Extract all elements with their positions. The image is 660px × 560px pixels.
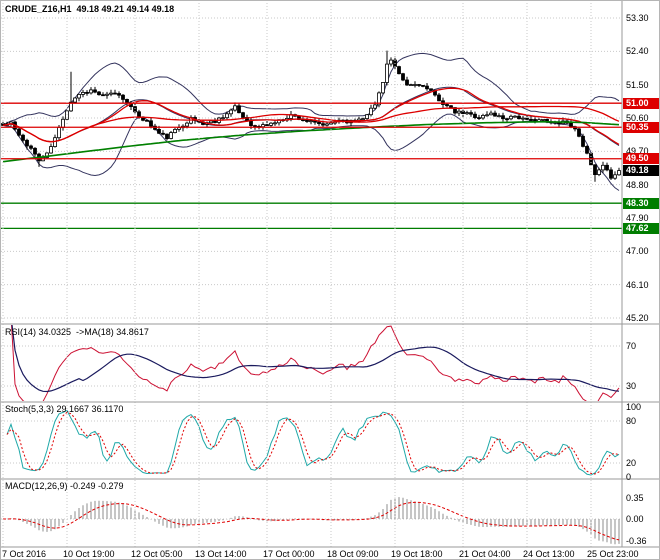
price-level-tag: 48.30 (623, 197, 659, 209)
symbol-ohlc-readout: CRUDE_Z16,H1 49.18 49.21 49.14 49.18 (5, 4, 175, 14)
price-tick: 49.70 (626, 146, 649, 157)
time-tick: 17 Oct 00:00 (263, 549, 315, 559)
time-tick: 19 Oct 18:00 (391, 549, 443, 559)
price-tick: 48.80 (626, 179, 649, 190)
time-tick: 12 Oct 05:00 (131, 549, 183, 559)
price-tick: 30 (626, 381, 637, 391)
price-tick: 45.20 (626, 313, 649, 323)
price-tick: 20 (626, 458, 637, 468)
price-tick: 46.10 (626, 279, 649, 290)
price-tick: 0.00 (626, 514, 644, 524)
time-tick: 24 Oct 13:00 (523, 549, 575, 559)
price-tick: 47.90 (626, 213, 649, 223)
price-tick: -0.36 (626, 535, 647, 546)
price-tick: 0 (626, 472, 632, 482)
time-tick: 18 Oct 09:00 (327, 549, 379, 559)
stoch-indicator-label: Stoch(5,3,3) 29.1667 36.1170 (5, 404, 124, 414)
price-tick: 80 (626, 416, 637, 426)
price-level-tag: 47.62 (623, 222, 659, 234)
price-level-tag: 51.00 (623, 97, 659, 109)
time-tick: 10 Oct 19:00 (63, 549, 115, 559)
price-tick: 0.35 (626, 493, 644, 503)
price-tick: 70 (626, 341, 637, 351)
price-tick: 53.30 (626, 13, 649, 23)
price-axis[interactable]: 53.30 52.40 51.50 50.60 49.70 48.80 47.90 47.00… (623, 1, 659, 547)
price-tick: 52.40 (626, 46, 649, 57)
time-tick: 13 Oct 14:00 (195, 549, 247, 559)
price-tick: 50.60 (626, 113, 649, 123)
rsi-indicator-label: RSI(14) 34.0325 ->MA(18) 34.8617 (5, 327, 149, 337)
time-tick: 7 Oct 2016 (2, 549, 47, 559)
price-level-tag: 49.50 (623, 153, 659, 165)
current-price-tag: 49.18 (623, 165, 659, 177)
price-level-tag: 50.35 (623, 121, 659, 133)
price-tick: 51.50 (626, 79, 649, 90)
time-tick: 21 Oct 04:00 (459, 549, 511, 559)
time-tick: 25 Oct 23:00 (587, 549, 639, 559)
macd-indicator-label: MACD(12,26,9) -0.249 -0.279 (5, 481, 124, 491)
price-tick: 47.00 (626, 246, 649, 257)
price-tick: 100 (626, 402, 642, 412)
time-axis[interactable]: 7 Oct 2016 10 Oct 19:00 12 Oct 05:00 13 Oct… (1, 548, 659, 559)
